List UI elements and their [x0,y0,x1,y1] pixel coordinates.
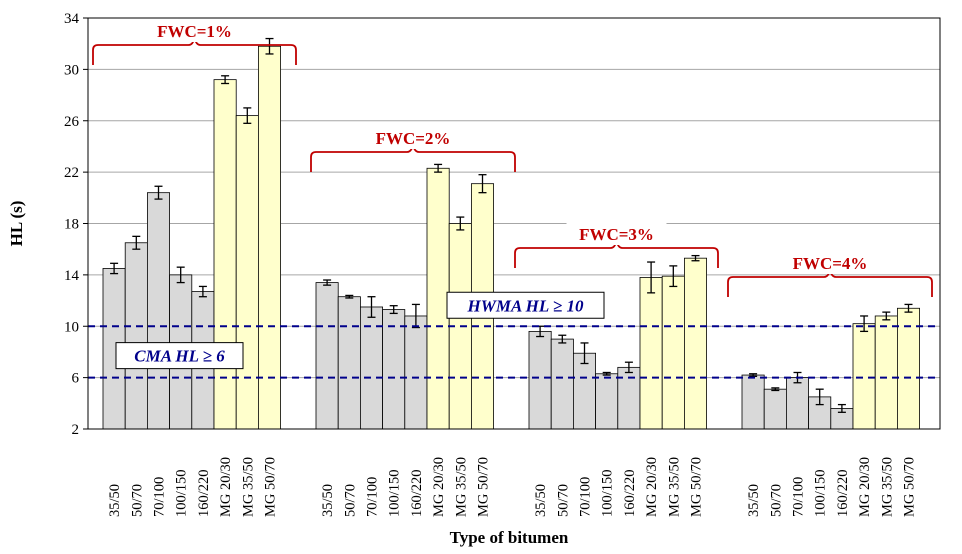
group-label: FWC=1% [157,22,232,41]
bar [315,282,339,430]
reference-lines: HWMA HL ≥ 10 CMA HL ≥ 6 [88,291,940,379]
x-category-label: MG 50/70 [476,457,492,517]
plot-frame [87,17,941,430]
bar [528,330,552,430]
x-category-label: 50/70 [555,484,571,517]
bar [382,309,406,430]
x-category-label: MG 20/30 [431,457,447,517]
x-category-label: MG 35/50 [240,457,256,517]
reference-label: CMA HL ≥ 6 [134,347,225,366]
reference-label: HWMA HL ≥ 10 [467,296,584,315]
x-category-label: 100/150 [600,469,616,517]
bar [235,115,259,430]
bar [257,45,281,430]
bar [639,277,663,430]
y-tick-label: 34 [64,11,80,27]
bar [661,275,685,430]
bar [741,374,765,430]
group-braces: FWC=1% FWC=2% FWC=3% FWC=4% [92,20,933,297]
y-tick-label: 10 [64,319,79,335]
x-category-label: 160/220 [835,469,851,517]
x-category-label: MG 50/70 [689,457,705,517]
bar [146,192,170,430]
x-axis-label: Type of bitumen [450,528,569,547]
bar [426,167,450,430]
group-label: FWC=3% [579,225,654,244]
y-tick-label: 6 [72,371,80,387]
bar [337,296,361,430]
x-category-label: MG 50/70 [263,457,279,517]
group-label-background [780,252,880,274]
x-category-label: MG 35/50 [453,457,469,517]
x-category-label: 35/50 [107,484,123,517]
x-category-label: 50/70 [129,484,145,517]
bar [617,366,641,430]
x-category-label: 160/220 [409,469,425,517]
reference-label-box [446,291,605,319]
bar [763,388,787,430]
group-label: FWC=4% [793,254,868,273]
x-category-label: 160/220 [196,469,212,517]
group-label-background [566,223,667,245]
x-category-label: MG 20/30 [644,457,660,517]
x-category-label: MG 20/30 [857,457,873,517]
x-category-label: 35/50 [320,484,336,517]
group-label-background [363,127,463,149]
x-category-label: 50/70 [768,484,784,517]
bar [684,257,708,430]
y-axis-label: HL (s) [7,201,26,247]
x-category-label: MG 50/70 [902,457,918,517]
error-bars [110,37,913,413]
x-axis-tick-labels: 35/50 50/70 70/100 100/150 160/220 MG 20/30 MG… [107,457,917,517]
x-category-label: 160/220 [622,469,638,517]
x-category-label: 100/150 [387,469,403,517]
group-label-background [144,20,245,42]
y-tick-label: 18 [64,217,79,233]
x-category-label: 70/100 [791,477,807,517]
bar [404,315,428,430]
bar [595,373,619,430]
bar [786,377,810,430]
x-category-label: 100/150 [813,469,829,517]
y-tick-label: 2 [72,422,80,438]
x-category-label: 50/70 [342,484,358,517]
x-category-label: 35/50 [533,484,549,517]
bar [874,315,898,430]
y-tick-label: 14 [64,268,80,284]
reference-label-box [115,342,244,370]
bar [573,352,597,430]
bar [124,242,148,430]
y-tick-label: 30 [64,62,79,78]
x-category-label: 35/50 [746,484,762,517]
x-category-label: 70/100 [578,477,594,517]
bar [852,323,876,430]
x-category-label: MG 35/50 [666,457,682,517]
x-category-label: MG 20/30 [218,457,234,517]
x-category-label: 100/150 [174,469,190,517]
x-category-label: 70/100 [152,477,168,517]
x-category-label: 70/100 [365,477,381,517]
bar [213,79,237,430]
bars [102,45,921,430]
group-label: FWC=2% [376,129,451,148]
y-tick-label: 26 [64,114,80,130]
y-tick-label: 22 [64,165,79,181]
x-category-label: MG 35/50 [879,457,895,517]
bar [550,338,574,430]
